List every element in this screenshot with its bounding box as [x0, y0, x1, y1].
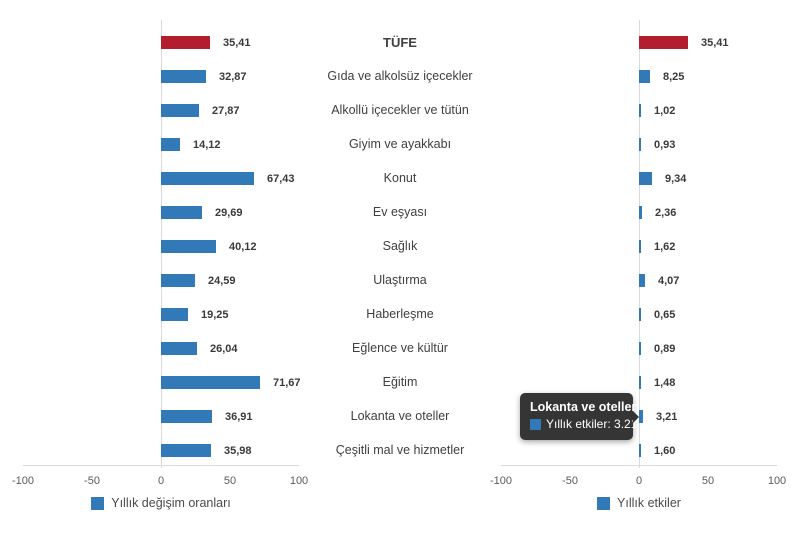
rate-bar-7[interactable]	[161, 274, 195, 287]
rate-value-label-6: 40,12	[229, 241, 257, 253]
rate-value-label-5: 29,69	[215, 207, 243, 219]
effect-value-label-4: 9,34	[665, 173, 687, 185]
chart-tooltip: Lokanta ve oteller Yıllık etkiler: 3.21	[520, 393, 639, 440]
rate-value-label-9: 26,04	[210, 343, 238, 355]
category-label-12: Çeşitli mal ve hizmetler	[335, 443, 465, 457]
effect-value-label-9: 0,89	[654, 343, 676, 355]
rate-value-label-8: 19,25	[201, 309, 229, 321]
rate-value-label-11: 36,91	[225, 411, 253, 423]
rate-bar-2[interactable]	[161, 104, 199, 117]
effect-value-label-7: 4,07	[658, 275, 680, 287]
effect-bar-3[interactable]	[639, 138, 641, 151]
left-legend: Yıllık değişim oranları	[23, 496, 299, 510]
rate-bar-1[interactable]	[161, 70, 206, 83]
x-tick-label: -50	[84, 475, 100, 487]
x-tick-label: -50	[562, 475, 578, 487]
effect-bar-1[interactable]	[639, 70, 650, 83]
x-tick-label: 50	[701, 475, 715, 487]
category-label-4: Konut	[383, 171, 417, 185]
rate-value-label-12: 35,98	[224, 445, 252, 457]
effects-legend-label: Yıllık etkiler	[617, 496, 681, 510]
rate-value-label-0: 35,41	[223, 37, 251, 49]
rate-bar-3[interactable]	[161, 138, 180, 151]
rates-legend-swatch-icon	[91, 496, 105, 510]
tooltip-title: Lokanta ve oteller	[530, 400, 637, 414]
effect-value-label-6: 1,62	[654, 241, 676, 253]
rates-legend-label: Yıllık değişim oranları	[111, 496, 231, 510]
right-x-axis-line	[501, 465, 777, 466]
rate-value-label-4: 67,43	[267, 173, 295, 185]
x-tick-label: 100	[289, 475, 309, 487]
tooltip-value-text: Yıllık etkiler: 3.21	[546, 417, 638, 431]
effect-value-label-1: 8,25	[663, 71, 685, 83]
tooltip-series-swatch-icon	[530, 419, 541, 430]
effects-legend-swatch-icon	[597, 496, 611, 510]
effect-value-label-12: 1,60	[654, 445, 676, 457]
rate-bar-8[interactable]	[161, 308, 188, 321]
rate-bar-0[interactable]	[161, 36, 210, 49]
category-label-10: Eğitim	[382, 375, 418, 389]
rate-bar-5[interactable]	[161, 206, 202, 219]
x-tick-label: 50	[223, 475, 237, 487]
rate-bar-6[interactable]	[161, 240, 216, 253]
effect-value-label-0: 35,41	[701, 37, 729, 49]
rate-bar-10[interactable]	[161, 376, 260, 389]
rate-bar-12[interactable]	[161, 444, 211, 457]
x-tick-label: -100	[11, 475, 35, 487]
effect-value-label-2: 1,02	[654, 105, 676, 117]
rate-bar-4[interactable]	[161, 172, 254, 185]
rate-value-label-2: 27,87	[212, 105, 240, 117]
rate-value-label-1: 32,87	[219, 71, 247, 83]
category-label-1: Gıda ve alkolsüz içecekler	[327, 69, 473, 83]
category-label-11: Lokanta ve oteller	[350, 409, 450, 423]
right-legend: Yıllık etkiler	[501, 496, 777, 510]
x-tick-label: -100	[489, 475, 513, 487]
effect-bar-7[interactable]	[639, 274, 645, 287]
category-label-2: Alkollü içecekler ve tütün	[331, 103, 469, 117]
effect-bar-11[interactable]	[639, 410, 643, 423]
category-label-0: TÜFE	[383, 35, 417, 50]
effect-bar-8[interactable]	[639, 308, 641, 321]
effect-value-label-11: 3,21	[656, 411, 678, 423]
effect-bar-2[interactable]	[639, 104, 641, 117]
effect-value-label-3: 0,93	[654, 139, 676, 151]
effect-bar-9[interactable]	[639, 342, 641, 355]
effect-bar-10[interactable]	[639, 376, 641, 389]
x-tick-label: 0	[157, 475, 165, 487]
rate-value-label-7: 24,59	[208, 275, 236, 287]
effect-bar-12[interactable]	[639, 444, 641, 457]
tooltip-arrow	[633, 410, 639, 423]
effect-bar-5[interactable]	[639, 206, 642, 219]
effect-value-label-8: 0,65	[654, 309, 676, 321]
category-label-5: Ev eşyası	[372, 205, 428, 219]
left-x-axis-line	[23, 465, 299, 466]
x-tick-label: 100	[767, 475, 787, 487]
rate-bar-9[interactable]	[161, 342, 197, 355]
rate-value-label-3: 14,12	[193, 139, 221, 151]
effect-bar-6[interactable]	[639, 240, 641, 253]
effect-bar-0[interactable]	[639, 36, 688, 49]
rate-value-label-10: 71,67	[273, 377, 301, 389]
category-label-3: Giyim ve ayakkabı	[348, 137, 452, 151]
category-label-7: Ulaştırma	[373, 273, 427, 287]
category-label-8: Haberleşme	[366, 307, 434, 321]
effect-bar-4[interactable]	[639, 172, 652, 185]
category-label-9: Eğlence ve kültür	[352, 341, 448, 355]
rate-bar-11[interactable]	[161, 410, 212, 423]
effect-value-label-5: 2,36	[655, 207, 677, 219]
effect-value-label-10: 1,48	[654, 377, 676, 389]
x-tick-label: 0	[635, 475, 643, 487]
category-label-6: Sağlık	[382, 239, 418, 253]
